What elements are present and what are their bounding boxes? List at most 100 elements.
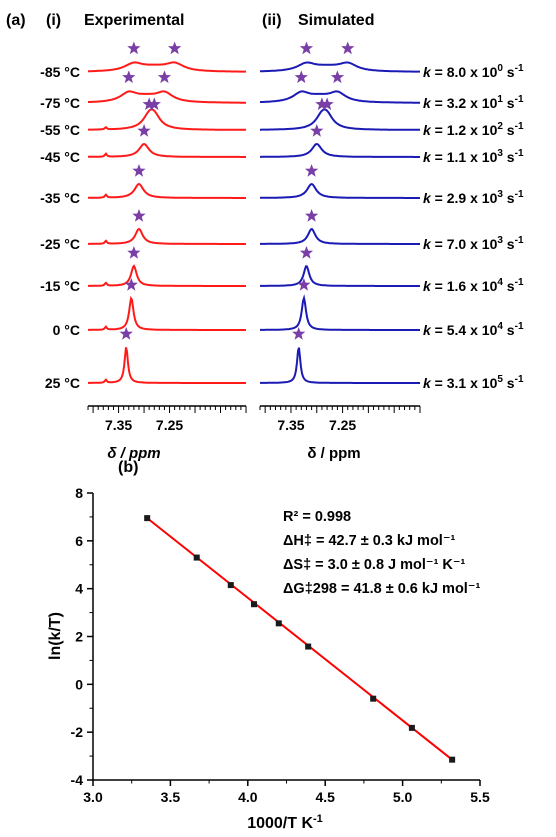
temperature-label: 25 °C: [45, 375, 80, 391]
peak-star-marker: [315, 97, 329, 111]
panel-a-label: (a): [6, 12, 26, 29]
k-value: = 8.0 x 10: [431, 64, 498, 80]
peak-star-marker: [292, 327, 306, 340]
rate-constant-label: k = 3.2 x 101 s-1: [423, 94, 524, 111]
peak-star-marker: [168, 41, 182, 55]
experimental-spectrum-line: [88, 264, 246, 287]
simulated-spectrum-line: [259, 90, 420, 104]
simulated-spectrum-line: [260, 183, 420, 199]
rate-constant-label: k = 1.6 x 104 s-1: [423, 277, 524, 294]
k-symbol: k: [423, 190, 432, 206]
peak-star-marker: [124, 278, 138, 291]
k-value: = 1.6 x 10: [431, 278, 498, 294]
simulated-spectrum-line: [259, 61, 420, 73]
temperature-label: -35 °C: [40, 190, 80, 206]
x-tick-label: 5.5: [470, 789, 490, 805]
panel-b-label: (b): [118, 459, 138, 476]
k-symbol: k: [423, 375, 432, 391]
data-point: [193, 554, 200, 561]
ppm-axis-label-experimental: δ / ppm: [107, 445, 160, 462]
k-unit-exponent: -1: [515, 189, 524, 200]
experimental-spectrum-line: [88, 347, 246, 384]
data-point: [275, 620, 282, 627]
peak-star-marker: [142, 97, 156, 111]
k-exponent: 2: [497, 121, 503, 132]
k-symbol: k: [423, 278, 432, 294]
peak-star-marker: [127, 41, 141, 55]
k-unit-exponent: -1: [515, 277, 524, 288]
k-value: = 1.1 x 10: [431, 149, 498, 165]
k-exponent: 4: [497, 277, 503, 288]
simulated-spectrum-line: [260, 265, 420, 287]
temperature-label: 0 °C: [53, 322, 80, 338]
peak-star-marker: [320, 97, 334, 111]
peak-star-marker: [341, 41, 355, 55]
peak-star-marker: [299, 246, 314, 259]
data-point: [305, 643, 312, 650]
rate-constant-label: k = 1.2 x 102 s-1: [423, 121, 524, 138]
k-unit: s: [503, 375, 515, 391]
k-unit-exponent: -1: [515, 63, 524, 74]
k-exponent: 1: [497, 94, 503, 105]
linear-fit-line: [146, 517, 453, 761]
y-tick-label: 8: [75, 485, 83, 501]
peak-star-marker: [132, 209, 146, 222]
k-symbol: k: [423, 322, 432, 338]
peak-star-marker: [299, 41, 314, 55]
temperature-label: -25 °C: [40, 236, 80, 252]
annotation-r2: R² = 0.998: [283, 509, 351, 525]
x-tick-label: 4.0: [238, 789, 258, 805]
temperature-label: -85 °C: [40, 64, 80, 80]
peak-star-marker: [305, 164, 319, 177]
k-unit-exponent: -1: [515, 235, 524, 246]
rate-constant-label: k = 5.4 x 104 s-1: [423, 321, 524, 338]
rate-constant-label: k = 2.9 x 103 s-1: [423, 189, 524, 206]
y-tick-label: -4: [71, 772, 84, 788]
k-symbol: k: [423, 149, 432, 165]
simulated-label: (ii): [262, 12, 282, 29]
x-axis-label-text: 1000/T K: [247, 815, 313, 832]
ppm-axis-label-simulated: δ / ppm: [307, 445, 360, 462]
experimental-spectrum-line: [88, 142, 246, 158]
peak-star-marker: [305, 209, 319, 222]
k-unit: s: [503, 190, 515, 206]
k-unit: s: [503, 95, 515, 111]
x-tick-label: 5.0: [393, 789, 413, 805]
k-unit-exponent: -1: [515, 374, 524, 385]
peak-star-marker: [137, 124, 151, 137]
ppm-axes: 7.35 7.25 7.35 7.25: [87, 405, 421, 433]
data-point: [370, 695, 377, 702]
peak-star-marker: [119, 327, 133, 340]
data-point: [227, 582, 234, 589]
experimental-spectrum-line: [88, 182, 246, 199]
experimental-spectrum-line: [88, 90, 246, 104]
k-unit: s: [503, 278, 515, 294]
rate-constant-label: k = 1.1 x 103 s-1: [423, 148, 524, 165]
ppm-tick-label: 7.25: [329, 417, 356, 433]
annotation-dh: ΔH‡ = 42.7 ± 0.3 kJ mol⁻¹: [283, 533, 455, 549]
temperature-label: -15 °C: [40, 278, 80, 294]
k-value: = 1.2 x 10: [431, 122, 498, 138]
peak-star-marker: [297, 278, 311, 291]
k-exponent: 3: [497, 148, 503, 159]
k-symbol: k: [423, 236, 432, 252]
y-tick-label: 6: [75, 533, 83, 549]
y-tick-label: 0: [75, 676, 83, 692]
k-unit: s: [503, 122, 515, 138]
temperature-label: -55 °C: [40, 122, 80, 138]
k-value: = 2.9 x 10: [431, 190, 498, 206]
y-tick-label: 2: [75, 629, 83, 645]
k-unit: s: [503, 149, 515, 165]
experimental-spectrum-line: [88, 108, 246, 131]
k-symbol: k: [423, 64, 432, 80]
data-point: [144, 515, 151, 522]
y-tick-label: 4: [75, 581, 83, 597]
data-point: [408, 724, 415, 731]
k-unit: s: [503, 236, 515, 252]
k-exponent: 4: [497, 321, 503, 332]
k-unit-exponent: -1: [515, 121, 524, 132]
k-symbol: k: [423, 122, 432, 138]
simulated-title: Simulated: [298, 12, 374, 29]
x-axis-label: 1000/T K-1: [247, 813, 323, 832]
peak-star-marker: [127, 246, 141, 259]
